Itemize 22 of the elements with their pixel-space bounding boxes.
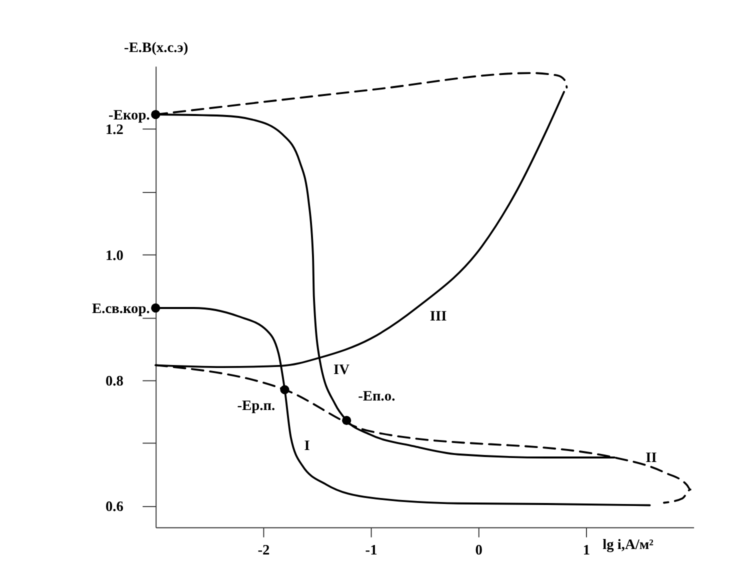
x-axis-title: lg i,А/м² xyxy=(602,536,654,553)
series-label: IV xyxy=(333,362,350,378)
series-label: II xyxy=(646,450,658,466)
y-axis-title: -E.B(х.с.э) xyxy=(124,40,188,56)
annotation: -Eр.п. xyxy=(237,398,276,414)
point xyxy=(151,303,160,313)
x-tick-label: -1 xyxy=(365,542,378,559)
y-tick-label: 0.8 xyxy=(105,374,124,390)
annotation: -Eкор. xyxy=(108,107,150,124)
point xyxy=(342,416,352,425)
annotation: E.св.кор. xyxy=(92,300,150,317)
x-tick-label: 0 xyxy=(475,542,482,559)
point xyxy=(151,110,160,120)
series-label: I xyxy=(304,438,310,454)
x-tick-label: 1 xyxy=(582,542,590,559)
series-label: III xyxy=(430,308,448,324)
point xyxy=(280,385,290,394)
y-tick-label: 0.6 xyxy=(105,499,124,516)
y-tick-label: 1.2 xyxy=(105,122,124,138)
x-tick-label: -2 xyxy=(258,542,270,559)
y-tick-label: 1.0 xyxy=(105,248,124,264)
annotation: -Eп.о. xyxy=(358,388,396,404)
